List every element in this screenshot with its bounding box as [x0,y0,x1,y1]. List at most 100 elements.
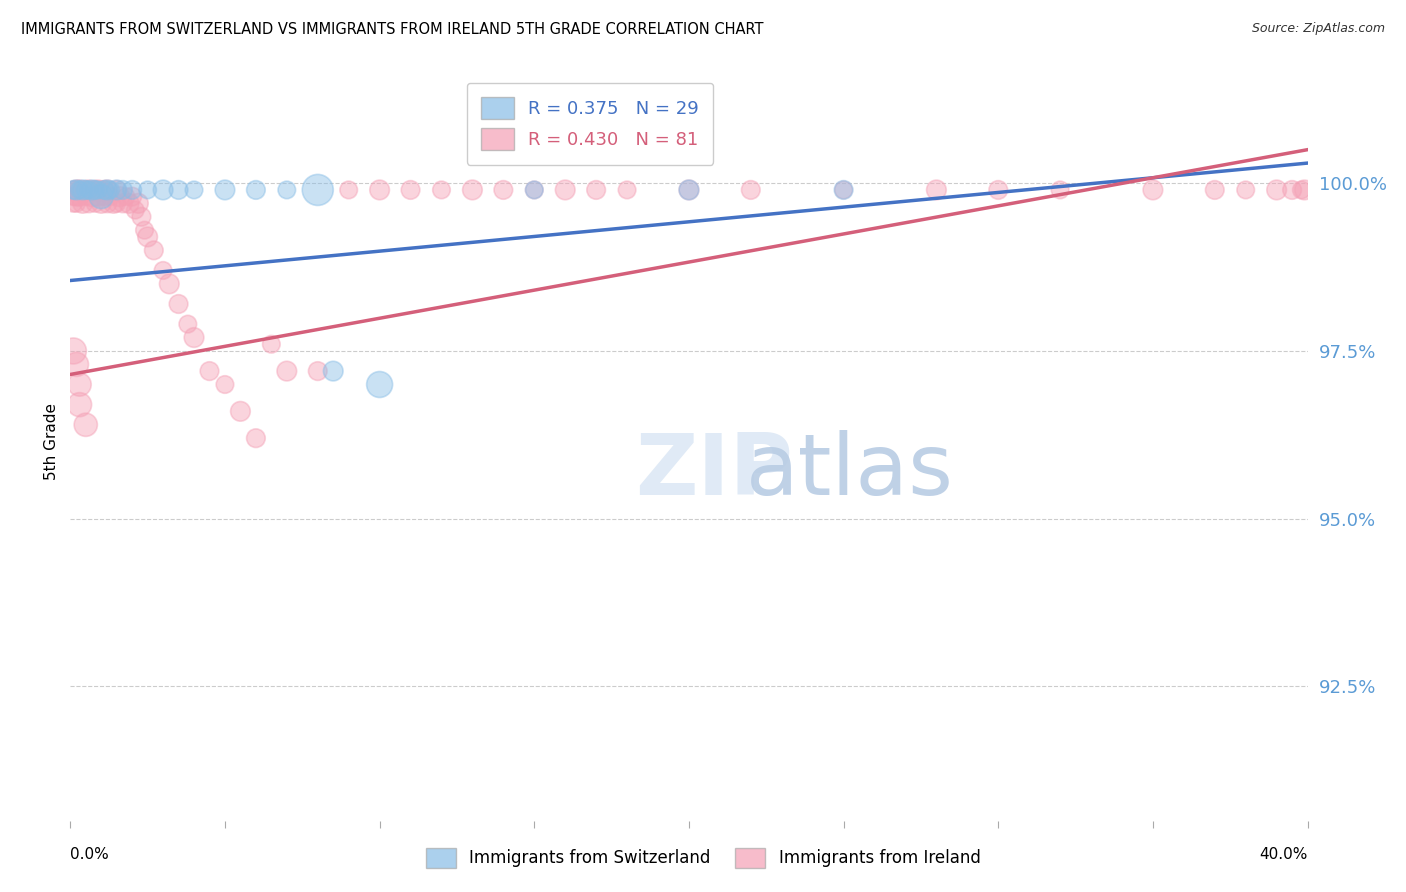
Point [77,183,100,197]
Point [62,343,84,358]
Point [368,183,391,197]
Point [492,183,515,197]
Point [307,183,329,197]
Point [322,364,344,378]
Legend: R = 0.375   N = 29, R = 0.430   N = 81: R = 0.375 N = 29, R = 0.430 N = 81 [467,83,713,165]
Point [84,183,107,197]
Text: atlas: atlas [745,430,953,514]
Point [75,183,97,197]
Point [100,183,122,197]
Point [523,183,546,197]
Point [105,196,128,211]
Point [136,230,159,244]
Point [136,183,159,197]
Point [368,377,391,392]
Point [90,183,112,197]
Point [523,183,546,197]
Legend: Immigrants from Switzerland, Immigrants from Ireland: Immigrants from Switzerland, Immigrants … [419,841,987,875]
Point [134,223,156,237]
Point [337,183,360,197]
Point [430,183,453,197]
Point [1234,183,1257,197]
Point [167,183,190,197]
Text: IMMIGRANTS FROM SWITZERLAND VS IMMIGRANTS FROM IRELAND 5TH GRADE CORRELATION CHA: IMMIGRANTS FROM SWITZERLAND VS IMMIGRANT… [21,22,763,37]
Point [62,183,84,197]
Text: Source: ZipAtlas.com: Source: ZipAtlas.com [1251,22,1385,36]
Point [1142,183,1164,197]
Point [142,244,165,258]
Point [80,183,103,197]
Point [229,404,252,418]
Point [96,183,118,197]
Point [183,330,205,344]
Point [198,364,221,378]
Point [1265,183,1288,197]
Point [307,364,329,378]
Point [214,183,236,197]
Y-axis label: 5th Grade: 5th Grade [44,403,59,480]
Point [111,183,134,197]
Point [105,183,128,197]
Point [121,183,143,197]
Point [72,183,94,197]
Point [1049,183,1071,197]
Point [832,183,855,197]
Point [245,431,267,445]
Point [925,183,948,197]
Point [152,263,174,277]
Point [87,183,110,197]
Point [87,189,110,203]
Point [75,189,97,203]
Point [1291,183,1313,197]
Point [93,183,115,197]
Point [167,297,190,311]
Point [131,210,153,224]
Point [461,183,484,197]
Point [245,183,267,197]
Point [69,183,91,197]
Point [1204,183,1226,197]
Point [111,196,134,211]
Point [90,189,112,203]
Point [69,377,91,392]
Point [77,183,100,197]
Point [77,196,100,211]
Point [84,196,107,211]
Point [69,183,91,197]
Point [65,357,87,371]
Text: 0.0%: 0.0% [70,847,110,863]
Point [127,196,149,211]
Point [87,183,110,197]
Point [65,196,87,211]
Point [62,183,84,197]
Point [118,196,141,211]
Text: 40.0%: 40.0% [1260,847,1308,863]
Point [62,196,84,211]
Point [108,189,131,203]
Text: ZIP: ZIP [636,430,793,514]
Point [93,189,115,203]
Point [276,183,298,197]
Point [152,183,174,197]
Point [214,377,236,392]
Point [740,183,762,197]
Point [121,189,143,203]
Point [987,183,1010,197]
Point [177,317,200,331]
Point [96,196,118,211]
Point [80,183,103,197]
Point [105,183,128,197]
Point [585,183,607,197]
Point [84,183,107,197]
Point [276,364,298,378]
Point [75,417,97,432]
Point [183,183,205,197]
Point [65,189,87,203]
Point [96,183,118,197]
Point [1294,183,1316,197]
Point [75,183,97,197]
Point [65,183,87,197]
Point [100,189,122,203]
Point [72,183,94,197]
Point [69,189,91,203]
